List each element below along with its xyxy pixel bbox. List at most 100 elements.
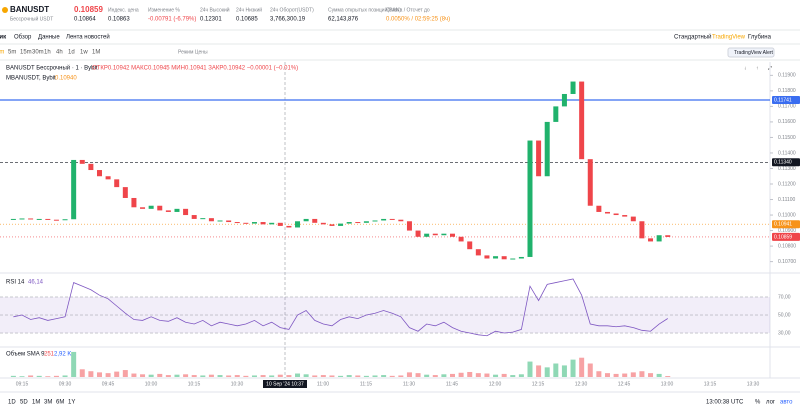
volume-bar bbox=[174, 374, 180, 377]
stat-label: 24ч Оборот(USDT) bbox=[270, 7, 314, 13]
candle bbox=[226, 220, 232, 223]
candle bbox=[510, 258, 516, 260]
volume-bar bbox=[406, 372, 412, 377]
tab[interactable]: Данные bbox=[38, 35, 60, 41]
interval[interactable]: 5m bbox=[8, 50, 16, 56]
tab[interactable]: График bbox=[0, 34, 6, 41]
volume-bar bbox=[639, 371, 645, 377]
range-button[interactable]: 1Y bbox=[68, 400, 75, 406]
x-tick-label: 13:00 bbox=[661, 381, 674, 387]
candle bbox=[518, 256, 524, 259]
clock: 13:00:38 UTC bbox=[706, 400, 744, 406]
tab[interactable]: Обзор bbox=[14, 35, 32, 41]
volume-bar bbox=[329, 375, 335, 377]
volume-bar bbox=[363, 375, 369, 377]
range-button[interactable]: 1D bbox=[8, 400, 16, 406]
candle bbox=[656, 235, 662, 242]
stat-value: 0.0050% / 02:59:25 (8ч) bbox=[386, 17, 450, 23]
x-tick-label: 11:15 bbox=[360, 381, 372, 387]
candle bbox=[303, 218, 309, 222]
volume-bar bbox=[114, 371, 120, 377]
candle bbox=[398, 219, 404, 222]
x-tick-label: 11:30 bbox=[403, 381, 415, 387]
volume-bar bbox=[140, 374, 146, 377]
candle bbox=[88, 163, 94, 171]
y-tick-label: 0.11600 bbox=[778, 119, 796, 125]
candle bbox=[630, 216, 636, 222]
price-mode[interactable]: Режим Цены bbox=[178, 49, 208, 55]
candle bbox=[286, 225, 292, 228]
volume-bar bbox=[71, 351, 77, 377]
interval[interactable]: 30m bbox=[32, 50, 44, 56]
candle bbox=[53, 219, 59, 221]
stat-label: 24ч Высокий bbox=[200, 6, 230, 13]
interval[interactable]: 1m bbox=[0, 50, 4, 56]
alert[interactable]: TradingView Alert bbox=[734, 50, 774, 56]
volume-bar bbox=[191, 375, 197, 377]
interval[interactable]: 1w bbox=[80, 50, 88, 56]
volume-bar bbox=[165, 375, 171, 377]
mark-price: 0.10864 bbox=[74, 17, 96, 23]
candle bbox=[191, 215, 197, 219]
range-button[interactable]: 6M bbox=[56, 400, 64, 406]
volume-bar bbox=[226, 375, 232, 377]
x-tick-label: 10:00 bbox=[145, 381, 158, 387]
x-tick-label: 12:00 bbox=[489, 381, 502, 387]
y-tick-label: 0.11200 bbox=[778, 181, 796, 187]
interval[interactable]: 1h bbox=[44, 50, 51, 56]
candle bbox=[36, 218, 42, 220]
volume-bar bbox=[415, 373, 421, 377]
price-label: 0.11340 bbox=[774, 160, 792, 166]
percent[interactable]: % bbox=[755, 400, 761, 406]
view-tab[interactable]: TradingView bbox=[712, 35, 746, 41]
interval[interactable]: 4h bbox=[56, 50, 63, 56]
alert-button[interactable] bbox=[727, 47, 775, 58]
volume-bar bbox=[286, 375, 292, 377]
symbol[interactable]: BANUSDT bbox=[10, 5, 49, 14]
candle bbox=[372, 220, 378, 222]
interval[interactable]: 1d bbox=[68, 50, 75, 56]
volume-bar bbox=[200, 375, 206, 377]
volume-bar bbox=[208, 374, 214, 377]
pane-icon[interactable]: ↑ bbox=[756, 65, 759, 71]
crosshair-label-box bbox=[263, 380, 307, 388]
rsi-line bbox=[13, 278, 668, 337]
candle bbox=[450, 233, 455, 237]
candle bbox=[183, 208, 189, 216]
volume-bar bbox=[381, 375, 387, 377]
candle bbox=[665, 235, 671, 237]
interval[interactable]: 15m bbox=[20, 50, 32, 56]
candle bbox=[62, 219, 68, 221]
volume-bar bbox=[122, 370, 128, 377]
x-tick-label: 09:15 bbox=[16, 381, 29, 387]
candle bbox=[105, 176, 111, 180]
candle bbox=[269, 222, 275, 225]
price-label: 0.11741 bbox=[774, 97, 792, 103]
price-label-box bbox=[772, 158, 800, 167]
auto[interactable]: авто bbox=[780, 400, 793, 406]
volume-bar bbox=[79, 369, 85, 377]
volume-bar bbox=[475, 373, 481, 377]
y-tick-label: 0.10900 bbox=[778, 228, 796, 234]
y-tick-label: 0.11100 bbox=[778, 197, 796, 203]
volume-bar bbox=[338, 375, 344, 377]
crosshair-label: 10 Sep '24 10:37 bbox=[266, 381, 304, 387]
range-button[interactable]: 1M bbox=[32, 400, 40, 406]
view-tab[interactable]: Глубина bbox=[748, 35, 772, 41]
candle bbox=[19, 218, 25, 220]
range-button[interactable]: 5D bbox=[20, 400, 28, 406]
range-button[interactable]: 3M bbox=[44, 400, 52, 406]
pane-icon[interactable]: ↓ bbox=[744, 65, 747, 71]
log[interactable]: лог bbox=[766, 400, 776, 406]
volume-bar bbox=[28, 375, 34, 377]
y-tick-label: 0.11800 bbox=[778, 88, 796, 94]
candle bbox=[424, 233, 430, 237]
volume-bar bbox=[148, 374, 154, 377]
view-tab[interactable]: Стандартный bbox=[674, 34, 711, 41]
logo bbox=[2, 7, 8, 13]
stat-label: Индекс. цена bbox=[108, 7, 139, 13]
y-tick-label: 0.11000 bbox=[778, 212, 796, 218]
interval[interactable]: 1M bbox=[92, 50, 100, 56]
tab[interactable]: Лента новостей bbox=[66, 34, 110, 41]
